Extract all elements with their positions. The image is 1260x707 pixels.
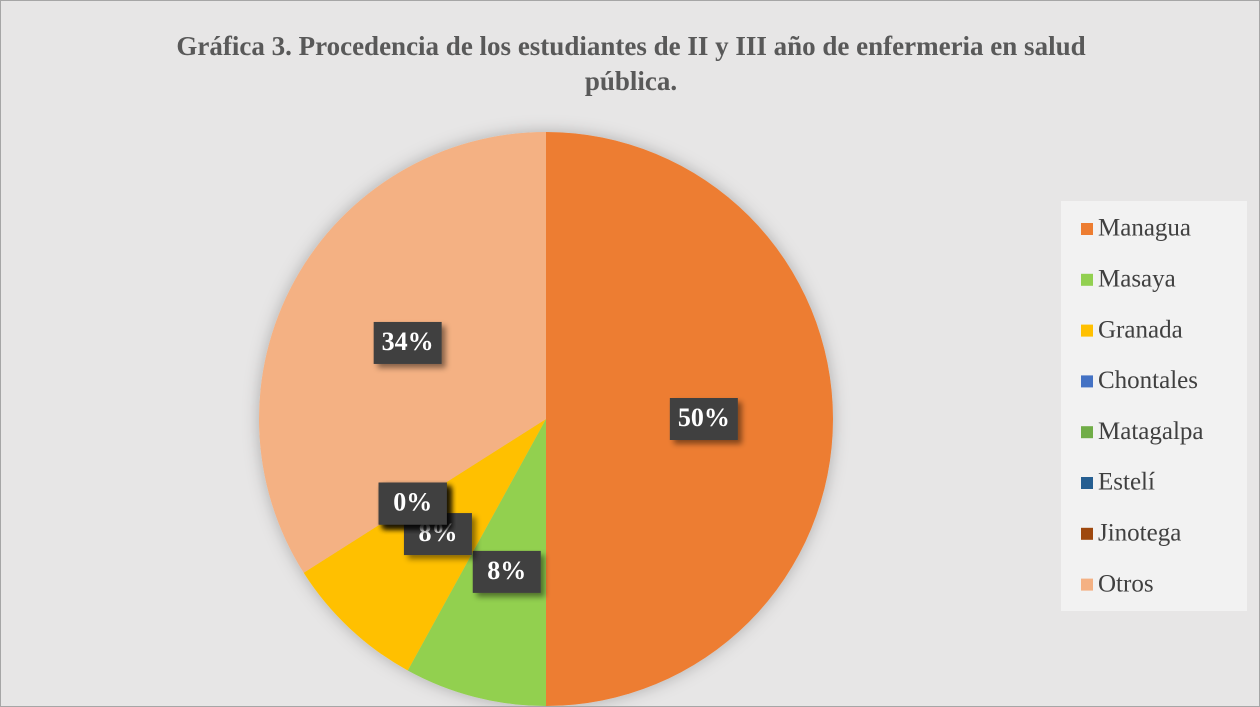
- legend-label: Otros: [1098, 570, 1154, 597]
- data-label: 50%: [669, 398, 738, 440]
- chart-title: Gráfica 3. Procedencia de los estudiante…: [176, 31, 1086, 96]
- legend-box: [1061, 201, 1247, 611]
- data-label-text: 34%: [382, 327, 434, 356]
- data-label-text: 8%: [487, 556, 526, 585]
- legend-swatch: [1081, 477, 1093, 489]
- data-label: 8%: [472, 550, 541, 593]
- data-label-box: [472, 550, 541, 593]
- legend-swatch: [1081, 273, 1093, 286]
- legend-label: Masaya: [1098, 266, 1176, 293]
- legend-swatch: [1081, 223, 1093, 235]
- legend-swatch: [1081, 578, 1093, 591]
- legend-swatch: [1081, 426, 1093, 439]
- data-label-box: [378, 482, 447, 525]
- legend-swatch: [1081, 375, 1093, 388]
- legend-swatch: [1081, 527, 1093, 540]
- data-label-box: [373, 321, 442, 364]
- data-label: 34%: [373, 321, 442, 364]
- data-label-text: 50%: [678, 403, 730, 432]
- legend-label: Chontales: [1098, 367, 1198, 394]
- legend-label: Estelí: [1098, 469, 1155, 496]
- legend-label: Jinotega: [1098, 520, 1181, 547]
- legend-swatch: [1081, 324, 1093, 337]
- legend-label: Granada: [1098, 316, 1183, 343]
- legend-label: Matagalpa: [1098, 418, 1204, 445]
- data-label-box: [669, 398, 738, 440]
- legend-label: Managua: [1098, 215, 1191, 242]
- data-label-text: 0%: [393, 488, 432, 517]
- data-label: 0%: [378, 482, 447, 525]
